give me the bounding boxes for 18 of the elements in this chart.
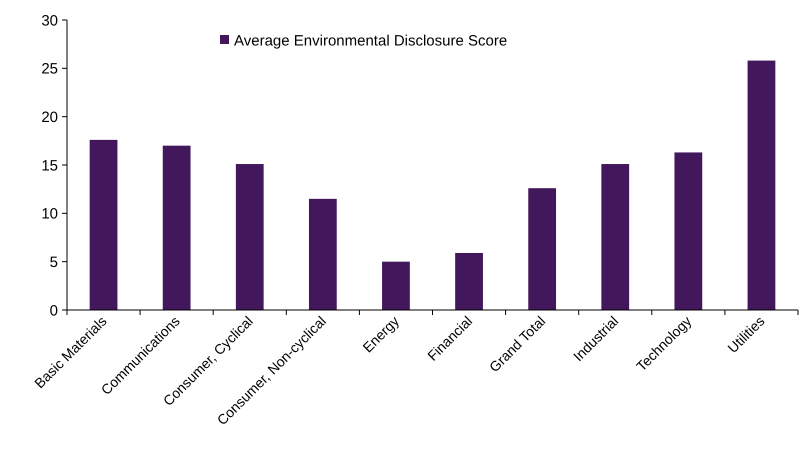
y-tick-label: 30 — [41, 12, 58, 30]
y-tick-label: 25 — [41, 60, 58, 78]
bar — [162, 146, 191, 310]
y-tick-label: 20 — [41, 108, 58, 126]
bar — [308, 198, 337, 310]
y-tick-label: 15 — [41, 157, 58, 174]
y-tick-label: 10 — [41, 206, 58, 223]
bar — [236, 164, 264, 310]
legend-label: Average Environmental Disclosure Score — [234, 32, 508, 50]
bar — [528, 188, 556, 310]
bar — [382, 262, 410, 310]
y-tick-label: 5 — [50, 254, 58, 271]
bar — [90, 140, 118, 310]
bar — [748, 60, 776, 310]
bar — [601, 164, 630, 310]
y-tick-label: 0 — [50, 302, 58, 320]
bar — [455, 252, 483, 310]
bar — [674, 152, 702, 310]
